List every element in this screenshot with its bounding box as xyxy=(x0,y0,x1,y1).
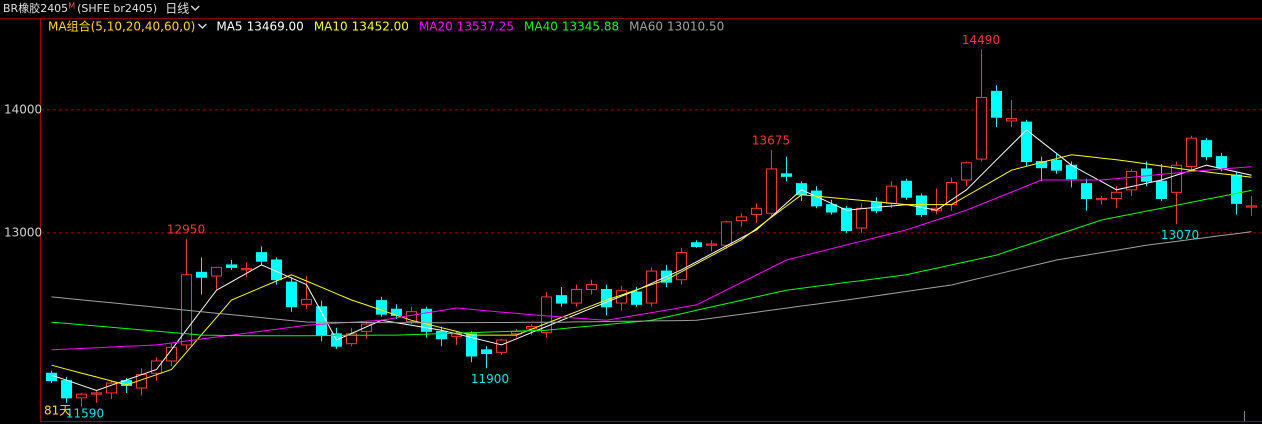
candle-body xyxy=(241,268,252,271)
candle-body xyxy=(616,290,627,304)
period-count: 81天 xyxy=(44,404,71,418)
legend-name: MA10 xyxy=(314,20,348,34)
candle-body xyxy=(736,216,747,222)
candle-body xyxy=(706,243,717,246)
candle-body xyxy=(496,339,507,353)
candle-body xyxy=(556,295,567,304)
candle-body xyxy=(436,330,447,340)
instrument-code: (SHFE br2405) xyxy=(77,2,157,15)
candle-body xyxy=(631,291,642,305)
candle-body xyxy=(601,289,612,308)
legend-name: MA60 xyxy=(629,20,663,34)
candle-body xyxy=(841,207,852,231)
candle-body xyxy=(691,242,702,247)
ma-line xyxy=(51,231,1252,324)
low-label: 11900 xyxy=(471,372,509,386)
candle-body xyxy=(1156,180,1167,199)
candle-body xyxy=(91,392,102,395)
ma-line xyxy=(51,166,1252,351)
candle-body xyxy=(286,281,297,308)
ma-line xyxy=(51,129,1252,392)
candle-body xyxy=(301,298,312,305)
candle-body xyxy=(781,173,792,177)
candle-body xyxy=(1186,137,1197,167)
candle-body xyxy=(166,346,177,362)
candle-body xyxy=(1216,156,1227,169)
candle-body xyxy=(571,289,582,304)
candle-body xyxy=(961,162,972,181)
candle-body xyxy=(676,252,687,281)
candle-body xyxy=(1021,121,1032,163)
low-label: 11590 xyxy=(66,407,104,421)
y-tick-label: 14000 xyxy=(4,102,42,116)
candle-body xyxy=(901,180,912,198)
candle-body xyxy=(151,360,162,374)
ma-line xyxy=(51,189,1252,337)
candle-body xyxy=(1201,140,1212,158)
candle-body xyxy=(871,201,882,212)
candle-body xyxy=(946,181,957,206)
candle-body xyxy=(1006,117,1017,122)
period-chevron[interactable] xyxy=(190,5,200,11)
candle-body xyxy=(1126,170,1137,191)
low-label: 13070 xyxy=(1161,228,1199,242)
y-tick-label: 13000 xyxy=(4,225,42,239)
candle-body xyxy=(646,270,657,304)
ma-group-chevron[interactable] xyxy=(197,23,207,29)
candle-body xyxy=(421,308,432,332)
legend-value: 13010.50 xyxy=(667,20,724,34)
candle-body xyxy=(106,382,117,394)
legend-name: MA5 xyxy=(216,20,242,34)
candle-body xyxy=(376,300,387,315)
high-label: 14490 xyxy=(962,33,1000,47)
legend-value: 13452.00 xyxy=(352,20,409,34)
candle-body xyxy=(211,266,222,277)
candle-body xyxy=(886,185,897,204)
candle-body xyxy=(1171,164,1182,193)
legend-value: 13345.88 xyxy=(562,20,619,34)
legend-value: 13469.00 xyxy=(247,20,304,34)
title-mark: M xyxy=(68,2,75,11)
candle-body xyxy=(1051,159,1062,171)
ma-group-selector[interactable]: MA组合(5,10,20,40,60,0) xyxy=(48,19,195,34)
instrument-title: BR橡胶2405 xyxy=(3,1,68,15)
candle-body xyxy=(1096,197,1107,201)
candle-body xyxy=(721,221,732,246)
period-selector[interactable]: 日线 xyxy=(165,2,189,16)
legend-value: 13537.25 xyxy=(457,20,514,34)
candle-body xyxy=(361,323,372,332)
candle-body xyxy=(1036,161,1047,169)
candle-body xyxy=(316,306,327,336)
candle-body xyxy=(226,264,237,268)
ma-line xyxy=(51,154,1252,386)
candle-body xyxy=(991,90,1002,118)
candle-body xyxy=(751,207,762,215)
candle-body xyxy=(196,271,207,278)
candle-body xyxy=(1231,174,1242,204)
candle-body xyxy=(481,349,492,355)
candle-body xyxy=(61,380,72,399)
candle-body xyxy=(1111,191,1122,199)
candle-body xyxy=(271,259,282,281)
candle-body xyxy=(541,296,552,334)
candle-body xyxy=(916,195,927,215)
legend-name: MA20 xyxy=(419,20,453,34)
high-label: 13675 xyxy=(752,133,790,147)
candle-body xyxy=(1246,205,1257,208)
candle-body xyxy=(856,207,867,229)
candle-body xyxy=(46,372,57,382)
candle-body xyxy=(976,97,987,160)
candle-body xyxy=(826,204,837,213)
candle-body xyxy=(766,168,777,214)
candle-body xyxy=(586,284,597,291)
candle-body xyxy=(76,393,87,399)
candle-body xyxy=(466,333,477,357)
legend-name: MA40 xyxy=(524,20,558,34)
candle-body xyxy=(1081,183,1092,199)
candle-body xyxy=(256,252,267,262)
high-label: 12950 xyxy=(167,223,205,237)
